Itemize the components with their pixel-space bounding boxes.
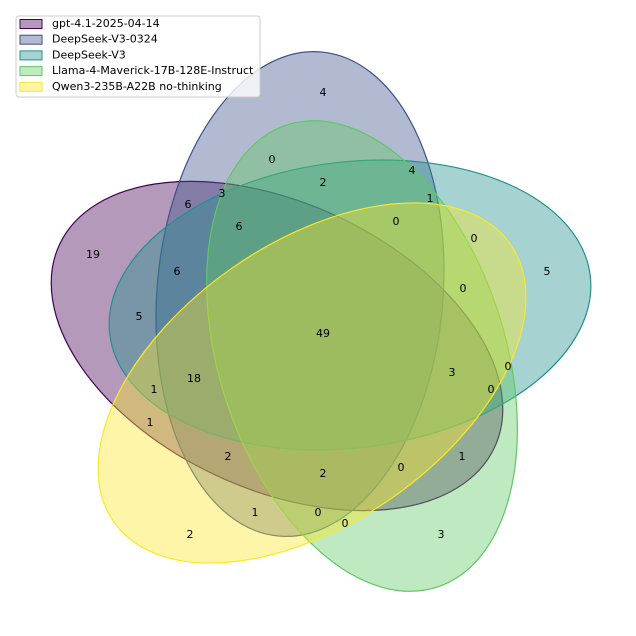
set-ellipse	[108, 159, 592, 451]
region-count: 1	[252, 506, 259, 519]
region-count: 3	[438, 528, 445, 541]
legend-swatch	[19, 81, 43, 92]
region-count: 2	[320, 467, 327, 480]
region-count: 2	[187, 528, 194, 541]
region-count: 2	[320, 176, 327, 189]
region-count: 0	[505, 360, 512, 373]
region-count: 2	[225, 450, 232, 463]
region-count: 5	[136, 310, 143, 323]
region-count: 1	[151, 383, 158, 396]
region-count: 19	[86, 248, 100, 261]
region-count: 6	[185, 198, 192, 211]
region-count: 3	[219, 187, 226, 200]
legend-swatch	[19, 50, 43, 61]
region-count: 0	[488, 383, 495, 396]
legend-label: Qwen3-235B-A22B no-thinking	[52, 80, 222, 93]
legend: gpt-4.1-2025-04-14 DeepSeek-V3-0324 DeepSe…	[15, 15, 261, 98]
region-count: 0	[342, 517, 349, 530]
region-count: 0	[471, 232, 478, 245]
region-count: 4	[409, 164, 416, 177]
legend-label: DeepSeek-V3	[52, 48, 126, 61]
legend-swatch	[19, 66, 43, 77]
region-count: 0	[393, 215, 400, 228]
region-count: 18	[187, 372, 201, 385]
region-count: 3	[449, 366, 456, 379]
legend-swatch	[19, 19, 43, 29]
region-count: 6	[174, 265, 181, 278]
region-count: 0	[460, 282, 467, 295]
legend-label: gpt-4.1-2025-04-14	[52, 17, 160, 30]
sets	[50, 51, 592, 592]
region-count: 4	[320, 86, 327, 99]
legend-label: DeepSeek-V3-0324	[52, 33, 158, 46]
set-ellipse	[50, 180, 504, 512]
region-count: 0	[398, 461, 405, 474]
region-count: 0	[269, 153, 276, 166]
set-ellipse	[155, 51, 445, 537]
legend-frame	[15, 15, 261, 98]
region-count: 0	[315, 506, 322, 519]
region-count: 1	[427, 192, 434, 205]
region-count: 1	[459, 450, 466, 463]
region-count: 49	[316, 327, 330, 340]
region-count: 1	[147, 416, 154, 429]
region-count: 5	[544, 265, 551, 278]
set-ellipse	[97, 202, 527, 564]
legend-label: Llama-4-Maverick-17B-128E-Instruct	[52, 64, 254, 77]
region-count: 6	[236, 220, 243, 233]
set-ellipse	[206, 120, 518, 592]
legend-swatch	[19, 34, 43, 45]
